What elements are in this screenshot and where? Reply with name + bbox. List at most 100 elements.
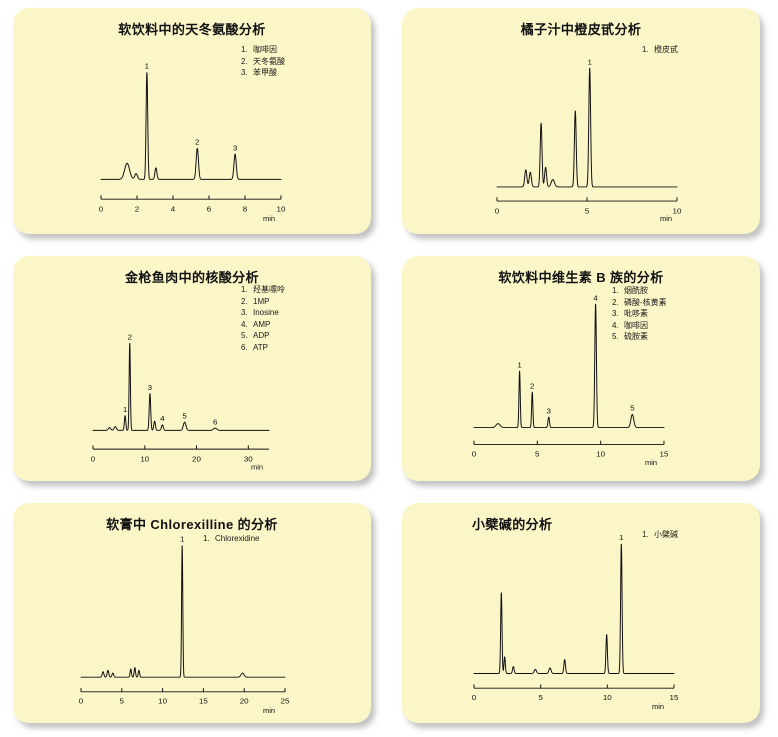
legend-item-label: Chlorexidine bbox=[215, 534, 260, 543]
x-axis-unit-label: min bbox=[251, 463, 263, 472]
peak-label: 1 bbox=[587, 58, 591, 67]
legend-item-label: 羟基嘌呤 bbox=[253, 285, 285, 294]
peak-label: 2 bbox=[128, 333, 132, 342]
legend-item-label: 磷酸-核黄素 bbox=[624, 297, 667, 307]
legend-list: 1. 小檗碱 bbox=[642, 529, 678, 541]
grid-cell-6: 小檗碱的分析 1. 小檗碱 1 0 5 10 15 min bbox=[389, 495, 778, 737]
legend-item-number: 2. bbox=[241, 56, 248, 66]
legend-item: 4. AMP bbox=[241, 319, 285, 331]
page-title: 小檗碱的分析 bbox=[472, 517, 553, 532]
panel-hesperidin-orange-juice: 橘子汁中橙皮甙分析 1. 橙皮甙 1 0 5 10 min bbox=[402, 8, 760, 234]
page-title: 软膏中 Chlorexilline 的分析 bbox=[106, 517, 278, 532]
legend-item-number: 1. bbox=[612, 286, 619, 295]
legend-item: 1. 橙皮甙 bbox=[642, 44, 678, 56]
legend-item: 6. ATP bbox=[241, 342, 285, 354]
chromatogram-trace bbox=[80, 545, 286, 678]
peak-label: 1 bbox=[517, 361, 521, 370]
x-axis-tick-label: 2 bbox=[135, 205, 139, 214]
x-axis-tick-label: 10 bbox=[277, 205, 287, 214]
x-axis-tick-label: 0 bbox=[472, 693, 476, 702]
x-axis-unit-label: min bbox=[660, 214, 672, 223]
legend-item-number: 2. bbox=[612, 297, 619, 307]
x-axis-tick-label: 30 bbox=[244, 455, 253, 464]
x-axis-tick-label: 15 bbox=[660, 450, 669, 459]
legend-item-label: 咖啡因 bbox=[253, 45, 277, 54]
x-axis-tick-label: 20 bbox=[240, 697, 249, 706]
legend-item: 3. Inosine bbox=[241, 307, 285, 319]
grid-cell-3: 金枪鱼肉中的核酸分析 1. 羟基嘌呤 2. 1MP 3. Inosine 4. AMP 5. AD… bbox=[0, 248, 389, 495]
legend-item-label: 1MP bbox=[253, 296, 270, 306]
legend-item: 5. 硫胺素 bbox=[612, 331, 667, 343]
legend-item: 1. Chlorexidine bbox=[203, 533, 259, 545]
legend-item: 1. 烟酰胺 bbox=[612, 285, 667, 297]
chromatogram-plot: 1 2 3 4 5 0 5 10 15 min bbox=[402, 256, 760, 481]
chromatogram-trace bbox=[100, 72, 282, 180]
x-axis-tick-label: 10 bbox=[158, 697, 167, 706]
x-axis-tick-label: 0 bbox=[91, 455, 95, 464]
legend-item-label: Inosine bbox=[253, 308, 279, 317]
legend-item: 1. 咖啡因 bbox=[241, 44, 285, 56]
x-axis-tick-label: 0 bbox=[99, 205, 104, 214]
legend-item-number: 4. bbox=[612, 320, 619, 330]
grid-cell-2: 橘子汁中橙皮甙分析 1. 橙皮甙 1 0 5 10 min bbox=[389, 0, 778, 248]
peak-label: 1 bbox=[619, 534, 623, 543]
chromatogram-trace bbox=[473, 543, 675, 674]
x-axis-tick-label: 5 bbox=[585, 206, 589, 215]
legend-item-number: 3. bbox=[241, 68, 248, 77]
peak-label: 3 bbox=[148, 383, 152, 392]
chromatogram-trace bbox=[92, 342, 270, 431]
legend-item-label: 天冬氨酸 bbox=[253, 56, 285, 66]
legend-list: 1. 咖啡因 2. 天冬氨酸 3. 苯甲酸 bbox=[241, 44, 285, 79]
x-axis-tick-label: 5 bbox=[538, 693, 542, 702]
x-axis-tick-label: 6 bbox=[207, 205, 211, 214]
grid-cell-4: 软饮料中维生素 B 族的分析 1. 烟酰胺 2. 磷酸-核黄素 3. 吡哆素 4. 咖啡因 5.… bbox=[389, 248, 778, 495]
peak-label: 5 bbox=[182, 412, 186, 421]
legend-item-label: 咖啡因 bbox=[624, 320, 648, 330]
x-axis-tick-label: 10 bbox=[596, 450, 605, 459]
chromatogram-plot: 1 2 3 4 5 6 0 10 20 30 min bbox=[13, 256, 371, 481]
legend-item: 3. 吡哆素 bbox=[612, 308, 667, 320]
x-axis-unit-label: min bbox=[263, 706, 275, 715]
legend-item-label: AMP bbox=[253, 319, 271, 329]
chromatogram-plot: 1 0 5 10 15 min bbox=[402, 503, 760, 723]
x-axis-tick-label: 8 bbox=[243, 205, 247, 214]
x-axis-tick-label: 15 bbox=[670, 693, 679, 702]
x-axis-tick-label: 0 bbox=[472, 450, 476, 459]
peak-label: 3 bbox=[546, 407, 550, 416]
legend-item-label: 小檗碱 bbox=[654, 530, 678, 539]
peak-label: 4 bbox=[160, 414, 165, 423]
peak-label: 1 bbox=[123, 405, 127, 414]
peak-label: 6 bbox=[213, 418, 217, 427]
legend-item-number: 5. bbox=[241, 331, 248, 340]
legend-item-number: 3. bbox=[612, 309, 619, 318]
chromatogram-plot: 1 0 5 10 15 20 25 min bbox=[13, 503, 371, 723]
legend-item-number: 5. bbox=[612, 332, 619, 341]
legend-item-number: 1. bbox=[642, 45, 649, 54]
legend-item: 1. 羟基嘌呤 bbox=[241, 284, 285, 296]
grid-cell-1: 软饮料中的天冬氨酸分析 1. 咖啡因 2. 天冬氨酸 3. 苯甲酸 1 2 3 0 2 4 6 8 10 m… bbox=[0, 0, 389, 248]
chromatogram-trace bbox=[496, 67, 678, 188]
x-axis-tick-label: 5 bbox=[535, 450, 539, 459]
legend-list: 1. Chlorexidine bbox=[203, 533, 259, 545]
x-axis-tick-label: 15 bbox=[199, 697, 208, 706]
peak-label: 2 bbox=[530, 382, 534, 391]
panel-aspartic-acid-soft-drink: 软饮料中的天冬氨酸分析 1. 咖啡因 2. 天冬氨酸 3. 苯甲酸 1 2 3 0 2 4 6 8 10 m… bbox=[13, 8, 371, 234]
legend-list: 1. 橙皮甙 bbox=[642, 44, 678, 56]
chromatogram-plot: 1 0 5 10 min bbox=[402, 8, 760, 234]
peak-label: 1 bbox=[180, 535, 184, 544]
legend-list: 1. 烟酰胺 2. 磷酸-核黄素 3. 吡哆素 4. 咖啡因 5. 硫胺素 bbox=[612, 285, 667, 343]
x-axis-tick-label: 20 bbox=[192, 455, 201, 464]
legend-item-number: 1. bbox=[642, 530, 649, 539]
panel-vitamin-b-soft-drink: 软饮料中维生素 B 族的分析 1. 烟酰胺 2. 磷酸-核黄素 3. 吡哆素 4. 咖啡因 5.… bbox=[402, 256, 760, 481]
legend-item-label: 苯甲酸 bbox=[253, 68, 277, 77]
peak-label: 4 bbox=[593, 294, 598, 303]
legend-item-number: 1. bbox=[241, 45, 248, 54]
legend-item-label: 橙皮甙 bbox=[654, 45, 678, 54]
peak-label: 1 bbox=[145, 62, 149, 71]
page-title: 橘子汁中橙皮甙分析 bbox=[520, 22, 642, 37]
legend-item-number: 6. bbox=[241, 342, 248, 352]
x-axis-unit-label: min bbox=[263, 214, 275, 223]
